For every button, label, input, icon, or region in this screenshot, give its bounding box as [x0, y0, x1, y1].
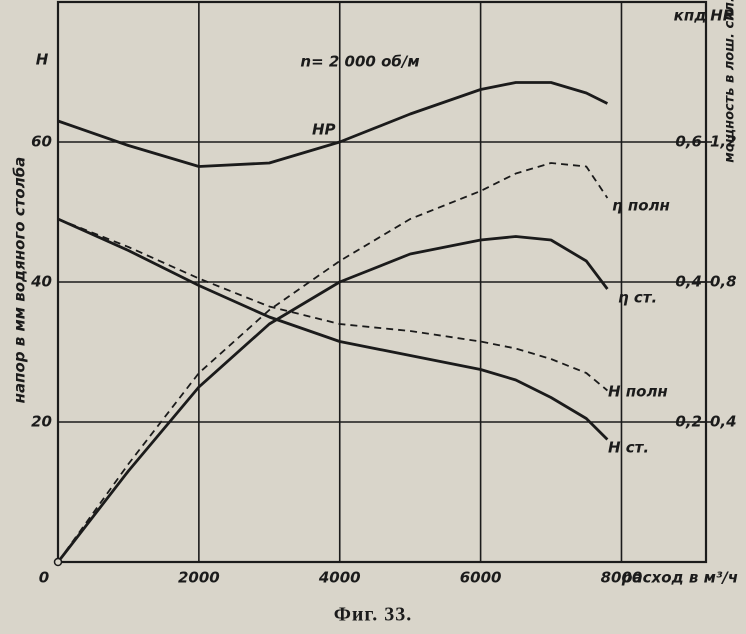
y3-axis-title: HP [710, 7, 734, 25]
y3-tick-label: 1,2 [710, 133, 737, 151]
series-line [57, 218, 608, 392]
series-label: H ст. [608, 439, 649, 457]
y-label: напор в мм водяного столба [11, 157, 29, 404]
y2-tick-label: 0,2 [675, 413, 702, 431]
y3-tick-label: 0,4 [710, 413, 737, 431]
y3-label: мощность в лош. сил. [723, 0, 738, 163]
y2-tick-label: 0,6 [675, 133, 702, 151]
y2-axis-title: кпд [674, 7, 707, 25]
series-line [57, 162, 609, 563]
y2-tick-label: 0,4 [675, 273, 702, 291]
y-tick-label: 20 [31, 413, 52, 431]
x-tick-label: 8000 [601, 569, 643, 587]
x-tick-label: 6000 [460, 569, 502, 587]
caption: Фиг. 33. [334, 604, 413, 626]
series-line [57, 81, 609, 168]
y-axis-title: H [36, 51, 49, 69]
series-line [57, 217, 609, 441]
y3-tick-label: 0,8 [710, 273, 737, 291]
x-tick-label: 0 [39, 569, 49, 587]
origin-marker [53, 557, 63, 567]
series-label: H полн [608, 383, 668, 401]
x-tick-label: 2000 [178, 569, 220, 587]
series-label: η ст. [618, 289, 657, 307]
y-tick-label: 60 [31, 133, 52, 151]
series-label: η полн [612, 197, 670, 215]
series-label: HP [312, 121, 336, 139]
x-tick-label: 4000 [318, 569, 361, 587]
series-line [56, 235, 609, 563]
x-label: расход в м³/ч [621, 569, 738, 587]
y-tick-label: 40 [30, 273, 52, 291]
annotation: n= 2 000 об/м [300, 53, 419, 71]
